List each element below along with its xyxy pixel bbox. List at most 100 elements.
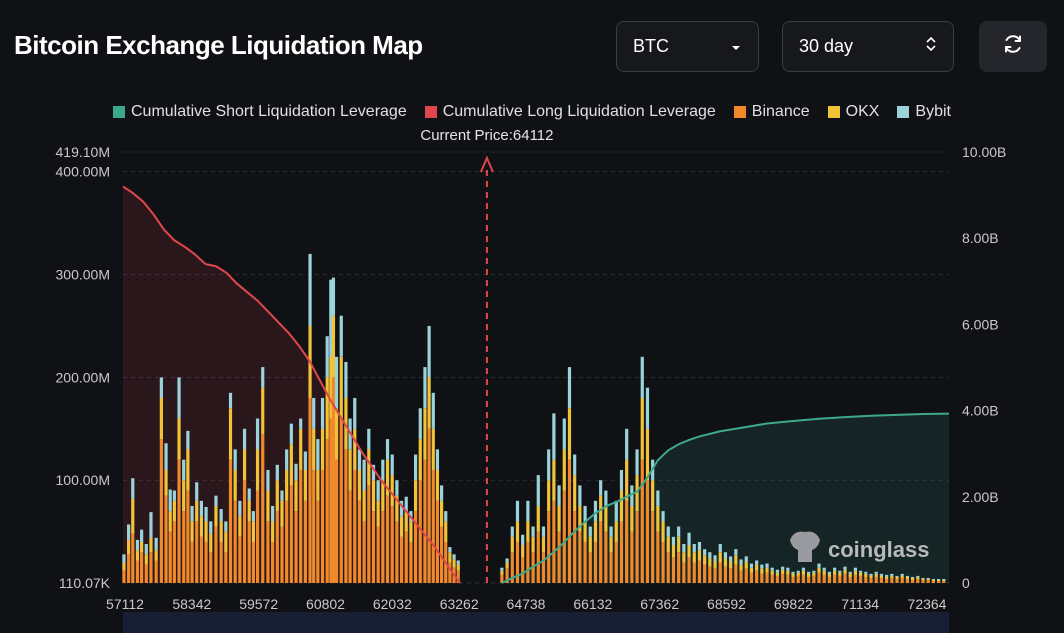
bar-bybit xyxy=(604,490,608,506)
bar-bybit xyxy=(588,526,592,537)
bar-binance xyxy=(385,495,390,583)
bar-binance xyxy=(687,557,691,583)
legend-item-bybit[interactable]: Bybit xyxy=(897,103,951,121)
range-select[interactable]: 30 day xyxy=(782,21,954,72)
bar-bybit xyxy=(900,573,904,576)
bar-okx xyxy=(444,521,448,542)
bar-binance xyxy=(131,533,135,583)
bar-bybit xyxy=(209,521,213,534)
bar-okx xyxy=(547,480,551,512)
legend-item-binance[interactable]: Binance xyxy=(733,103,810,121)
bar-bybit xyxy=(362,459,366,491)
bar-bybit xyxy=(172,490,176,501)
bar-binance xyxy=(413,511,418,583)
y-left-tick-label: 110.07K xyxy=(59,575,111,591)
bar-okx xyxy=(344,397,348,450)
bar-binance xyxy=(381,511,385,583)
bar-okx xyxy=(630,505,634,532)
chevron-down-icon xyxy=(730,36,742,57)
bar-okx xyxy=(801,570,806,575)
bar-binance xyxy=(843,573,847,583)
bar-binance xyxy=(885,578,889,583)
bar-okx xyxy=(135,550,140,561)
bar-binance xyxy=(583,541,587,583)
bar-binance xyxy=(228,459,233,583)
bar-okx xyxy=(149,537,153,553)
bar-bybit xyxy=(456,560,460,565)
bar-bybit xyxy=(853,567,858,571)
bar-bybit xyxy=(500,567,504,571)
bar-okx xyxy=(921,578,925,581)
x-tick-label: 60802 xyxy=(306,596,345,612)
legend-item-okx[interactable]: OKX xyxy=(827,103,879,121)
bar-bybit xyxy=(177,377,181,419)
bar-binance xyxy=(916,578,920,583)
bar-bybit xyxy=(770,567,774,571)
bar-okx xyxy=(604,505,608,532)
bar-okx xyxy=(937,580,941,582)
bar-binance xyxy=(399,536,404,583)
bar-binance xyxy=(619,521,624,583)
bar-binance xyxy=(344,449,348,583)
bar-okx xyxy=(536,505,540,532)
coin-select[interactable]: BTC xyxy=(616,21,759,72)
bar-bybit xyxy=(682,544,686,553)
x-axis-scrollbar[interactable] xyxy=(123,612,949,633)
bar-binance xyxy=(329,418,333,583)
bar-okx xyxy=(381,480,385,512)
bar-okx xyxy=(853,570,858,575)
bar-binance xyxy=(827,576,832,583)
current-price-label: Current Price:64112 xyxy=(420,127,553,144)
bar-binance xyxy=(261,433,265,583)
bar-bybit xyxy=(339,315,343,357)
bar-binance xyxy=(869,577,873,583)
legend-item-short[interactable]: Cumulative Short Liquidation Leverage xyxy=(112,103,407,121)
bar-binance xyxy=(635,511,639,583)
y-right-tick-label: 10.00B xyxy=(962,144,1006,160)
bar-okx xyxy=(339,356,343,419)
bar-binance xyxy=(874,576,878,583)
x-tick-label: 71134 xyxy=(841,596,879,612)
bar-binance xyxy=(817,572,821,583)
bar-binance xyxy=(578,531,582,583)
bar-binance xyxy=(339,418,343,583)
bar-okx xyxy=(583,521,587,542)
bar-okx xyxy=(573,475,577,512)
bar-binance xyxy=(692,562,696,583)
bar-okx xyxy=(640,397,644,460)
bar-okx xyxy=(625,459,629,501)
bar-binance xyxy=(942,581,946,583)
bar-okx xyxy=(204,521,208,542)
bar-okx xyxy=(677,536,681,553)
bar-bybit xyxy=(371,464,376,481)
bar-binance xyxy=(661,541,665,583)
bar-binance xyxy=(630,531,634,583)
bar-bybit xyxy=(140,529,144,542)
bar-binance xyxy=(864,576,868,583)
bar-binance xyxy=(251,541,255,583)
bar-binance xyxy=(190,541,194,583)
x-tick-label: 62032 xyxy=(373,596,412,612)
bar-okx xyxy=(275,480,279,512)
bar-bybit xyxy=(692,544,696,553)
bar-binance xyxy=(609,552,613,583)
bar-bybit xyxy=(859,570,863,573)
bar-bybit xyxy=(926,577,930,579)
bar-bybit xyxy=(122,554,126,563)
bar-okx xyxy=(140,541,144,553)
refresh-button[interactable] xyxy=(979,21,1047,72)
bar-binance xyxy=(285,500,289,583)
bar-okx xyxy=(869,575,873,578)
bar-bybit xyxy=(697,541,702,551)
bar-okx xyxy=(316,469,320,501)
bar-binance xyxy=(781,573,785,583)
x-tick-label: 72364 xyxy=(908,596,947,612)
bar-binance xyxy=(807,576,811,583)
y-right-tick-label: 4.00B xyxy=(962,403,999,419)
bar-bybit xyxy=(573,454,577,476)
bar-bybit xyxy=(760,564,764,569)
bar-bybit xyxy=(159,377,163,398)
legend-item-long[interactable]: Cumulative Long Liquidation Leverage xyxy=(424,103,716,121)
bar-binance xyxy=(431,469,435,583)
bar-okx xyxy=(671,545,676,558)
